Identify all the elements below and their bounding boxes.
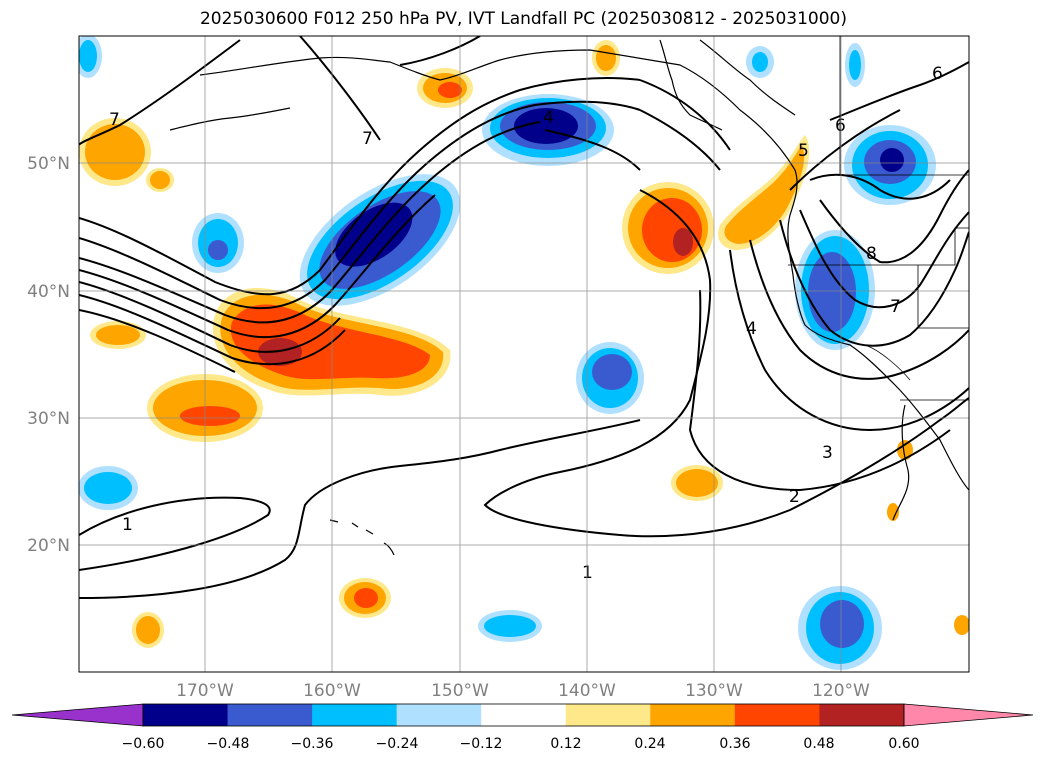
contour-label-8: 8 <box>866 244 877 264</box>
colorbar-tick-label: 0.24 <box>634 736 665 752</box>
pv-anomaly-shading <box>79 36 969 670</box>
map-title: 2025030600 F012 250 hPa PV, IVT Landfall… <box>199 9 847 29</box>
lon-label-170w: 170°W <box>176 681 234 701</box>
ivt-contours <box>79 36 969 599</box>
lat-label-50n: 50°N <box>27 154 70 174</box>
contour-label-1-west: 1 <box>122 515 133 535</box>
lon-label-140w: 140°W <box>558 681 616 701</box>
colorbar-tick-labels: −0.60 −0.48 −0.36 −0.24 −0.12 0.12 0.24 … <box>122 736 920 752</box>
colorbar-segment <box>396 704 482 726</box>
lon-label-130w: 130°W <box>685 681 743 701</box>
negative-pv-anomaly-west-coast <box>795 230 875 350</box>
contour-labels: 1 1 2 3 4 4 5 6 6 7 7 7 8 <box>109 64 943 583</box>
colorbar-extend-high <box>903 703 1034 727</box>
colorbar-segment <box>481 704 567 726</box>
colorbar: −0.60 −0.48 −0.36 −0.24 −0.12 0.12 0.24 … <box>11 703 1034 752</box>
colorbar-segment <box>650 704 736 726</box>
negative-pv-anomaly-british-columbia <box>844 125 936 205</box>
lat-label-30n: 30°N <box>27 409 70 429</box>
colorbar-segments <box>11 703 1034 727</box>
lon-label-160w: 160°W <box>303 681 361 701</box>
contour-label-6-a: 6 <box>835 116 846 136</box>
contour-label-4-north: 4 <box>543 108 554 128</box>
lat-label-20n: 20°N <box>27 536 70 556</box>
colorbar-tick-label: 0.60 <box>888 736 919 752</box>
contour-label-7-a: 7 <box>109 110 120 130</box>
latitude-labels: 50°N 40°N 30°N 20°N <box>27 154 70 556</box>
contour-label-7-c: 7 <box>890 297 901 317</box>
lon-label-150w: 150°W <box>431 681 489 701</box>
positive-pv-anomaly-small <box>79 40 969 648</box>
gridlines <box>79 36 969 672</box>
colorbar-tick-label: −0.36 <box>291 736 334 752</box>
positive-pv-anomaly-east-pacific <box>622 135 810 274</box>
contour-label-5: 5 <box>798 141 809 161</box>
colorbar-segment <box>819 704 905 726</box>
colorbar-tick-label: −0.60 <box>122 736 165 752</box>
contour-label-7-b: 7 <box>362 129 373 149</box>
contour-label-4-trough: 4 <box>746 319 757 339</box>
longitude-labels: 170°W 160°W 150°W 140°W 130°W 120°W <box>176 681 870 701</box>
contour-label-2: 2 <box>789 487 800 507</box>
colorbar-segment <box>565 704 651 726</box>
lat-label-40n: 40°N <box>27 282 70 302</box>
contour-label-6-b: 6 <box>932 64 943 84</box>
colorbar-frame <box>142 703 905 727</box>
colorbar-tick-label: 0.12 <box>550 736 581 752</box>
colorbar-tick-label: −0.24 <box>376 736 419 752</box>
contour-label-3: 3 <box>822 443 833 463</box>
coastlines <box>169 39 969 556</box>
map-frame <box>78 35 970 673</box>
colorbar-tick-label: −0.12 <box>460 736 503 752</box>
colorbar-tick-label: 0.48 <box>803 736 834 752</box>
colorbar-segment <box>227 704 313 726</box>
colorbar-tick-label: −0.48 <box>207 736 250 752</box>
colorbar-extend-low <box>11 703 144 727</box>
colorbar-segment <box>143 704 229 726</box>
lon-label-120w: 120°W <box>812 681 870 701</box>
negative-pv-anomaly-central-pacific <box>299 174 461 306</box>
colorbar-segment <box>734 704 820 726</box>
colorbar-segment <box>312 704 398 726</box>
colorbar-tick-label: 0.36 <box>719 736 750 752</box>
